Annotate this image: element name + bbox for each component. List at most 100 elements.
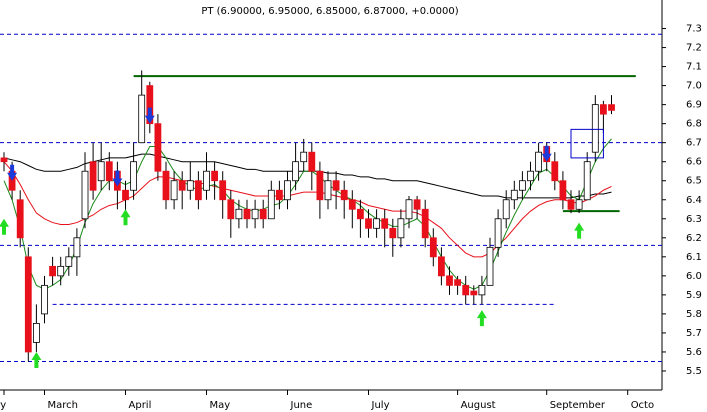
candle-body [105, 161, 113, 182]
signal-arrow [144, 107, 155, 124]
y-tick-label: 6.8 [686, 119, 702, 130]
candle-body [97, 161, 105, 182]
candle-body [462, 284, 470, 296]
chart-title: PT (6.90000, 6.95000, 6.85000, 6.87000, … [201, 6, 458, 17]
x-tick-label: May [210, 400, 231, 411]
candle-body [527, 170, 534, 182]
x-tick-label: August [461, 400, 496, 411]
signal-arrow [7, 164, 18, 181]
x-tick-label: March [48, 400, 78, 411]
candle-body [41, 284, 48, 315]
candle-body [583, 161, 591, 201]
y-tick-label: 5.8 [686, 309, 702, 320]
moving-average-line [3, 161, 612, 258]
signal-arrow [112, 170, 123, 187]
candle-body [267, 189, 275, 220]
candle-body [535, 151, 542, 172]
x-tick-label: Octo [631, 400, 654, 411]
candle-body [365, 218, 372, 229]
candle-body [559, 180, 567, 201]
candle-body [316, 170, 324, 201]
candle-body [551, 161, 559, 182]
highlight-box [570, 128, 604, 159]
y-tick-label: 6.9 [686, 100, 702, 111]
candle-body [251, 208, 259, 220]
candle-body [600, 104, 607, 115]
y-tick-label: 7.0 [686, 81, 702, 92]
x-tick-label: September [550, 400, 606, 411]
y-tick-label: 5.7 [686, 328, 702, 339]
y-tick-label: 6.6 [686, 157, 702, 168]
signal-arrow [574, 222, 585, 239]
y-tick-label: 6.2 [686, 233, 702, 244]
candle-body [122, 189, 129, 201]
y-tick-label: 6.0 [686, 271, 702, 282]
moving-average-line [3, 138, 612, 290]
candle-body [348, 199, 356, 210]
y-tick-label: 5.9 [686, 290, 702, 301]
y-tick-label: 6.1 [686, 252, 702, 263]
candle-body [49, 265, 56, 277]
candle-body [235, 208, 243, 220]
candle-body [57, 265, 65, 277]
candle-body [405, 199, 413, 220]
candle-body [243, 208, 251, 220]
y-tick-label: 5.6 [686, 347, 702, 358]
signal-arrow [476, 310, 487, 327]
candle-body [389, 227, 397, 239]
candle-body [502, 199, 510, 220]
signal-arrow [120, 209, 131, 226]
candle-body [219, 180, 227, 201]
candle-body [356, 208, 364, 220]
y-tick-label: 5.5 [686, 366, 702, 377]
candle-body [308, 151, 316, 172]
x-tick-label: June [290, 400, 313, 411]
y-tick-label: 6.7 [686, 138, 702, 149]
candle-body [211, 170, 219, 182]
candle-body [470, 290, 478, 296]
signal-arrow [0, 218, 9, 235]
y-tick-label: 7.3 [686, 24, 702, 35]
candle-body [275, 189, 283, 201]
candle-body [65, 256, 73, 267]
candle-body [24, 256, 32, 353]
y-tick-label: 6.3 [686, 214, 702, 225]
candle-body [429, 237, 437, 258]
signal-arrow [31, 351, 42, 368]
candle-body [81, 170, 89, 220]
candle-body [186, 180, 194, 191]
candle-body [203, 170, 210, 191]
y-tick-label: 6.4 [686, 195, 702, 206]
candle-body [421, 208, 429, 239]
x-tick-label: ary [0, 400, 6, 411]
y-tick-label: 7.2 [686, 43, 702, 54]
candle-body [138, 94, 146, 144]
candle-body [381, 218, 389, 229]
x-tick-label: July [371, 400, 390, 411]
y-tick-label: 6.5 [686, 176, 702, 187]
candle-body [494, 218, 502, 248]
candle-body [478, 284, 486, 296]
candle-body [519, 180, 526, 191]
candle-body [591, 104, 599, 153]
candle-body [510, 189, 518, 201]
candle-body [575, 199, 583, 210]
candle-body [340, 189, 348, 201]
candle-body [324, 180, 332, 201]
candle-body [332, 180, 340, 191]
y-tick-label: 7.1 [686, 62, 702, 73]
candle-body [413, 199, 421, 210]
candle-body [397, 218, 405, 239]
candle-body [373, 218, 381, 229]
candle-body [608, 104, 615, 111]
candle-body [130, 161, 138, 191]
candle-body [162, 170, 170, 201]
candle-body [73, 237, 81, 258]
candle-body [227, 199, 235, 220]
candle-body [292, 161, 300, 182]
candle-body [284, 180, 291, 201]
x-tick-label: April [129, 400, 152, 411]
candle-body [437, 256, 445, 277]
signal-arrow [541, 145, 552, 162]
